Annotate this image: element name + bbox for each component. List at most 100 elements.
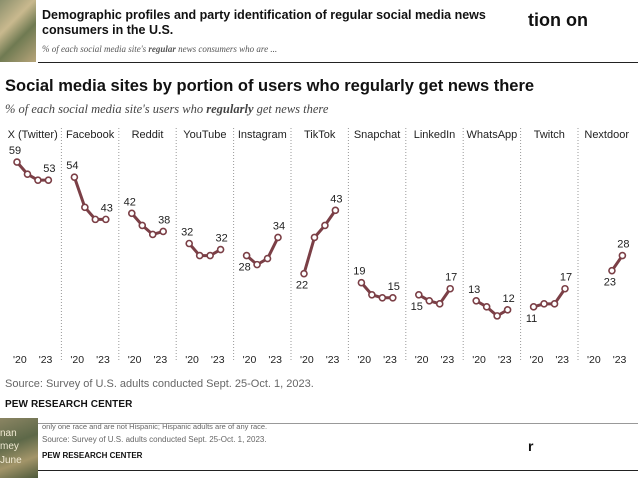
data-point: [102, 215, 110, 224]
data-label: 17: [560, 272, 572, 284]
data-point: [357, 278, 366, 287]
background-text: mey: [0, 441, 19, 452]
series-line: [130, 211, 165, 236]
data-label: 15: [411, 301, 423, 313]
data-label: 12: [502, 293, 514, 305]
data-label: 53: [43, 163, 55, 175]
data-label: 11: [526, 313, 537, 325]
x-tick-label: '20: [587, 354, 601, 366]
data-point: [503, 306, 512, 314]
data-label: 19: [353, 266, 365, 278]
data-point: [608, 266, 616, 275]
series-line: [417, 287, 452, 306]
data-point: [414, 290, 423, 299]
data-point: [242, 251, 251, 260]
x-tick-label: '23: [326, 354, 340, 366]
panel-label: Instagram: [238, 129, 287, 141]
overlay-title: Demographic profiles and party identific…: [42, 8, 486, 37]
series-line: [245, 235, 280, 267]
data-label: 32: [181, 227, 193, 239]
data-point: [216, 245, 225, 254]
background-title-fragment: tion on: [528, 10, 588, 30]
chart-title: Social media sites by portion of users w…: [5, 77, 535, 95]
x-tick-label: '23: [613, 354, 627, 366]
data-point: [446, 284, 455, 293]
background-text: nan: [0, 428, 17, 439]
data-label: 28: [617, 239, 629, 251]
overlay-credit: PEW RESEARCH CENTER: [42, 451, 143, 460]
data-label: 15: [388, 281, 400, 293]
data-point: [435, 300, 444, 308]
data-point: [185, 239, 193, 248]
panel-label: Snapchat: [354, 129, 400, 141]
data-point: [388, 293, 397, 302]
data-label: 17: [445, 272, 457, 284]
background-photo-bottom: [0, 418, 38, 478]
overlay-card-bottom: [38, 424, 528, 474]
panel-label: Nextdoor: [584, 129, 629, 141]
x-tick-label: '20: [357, 354, 371, 366]
data-point: [550, 300, 559, 308]
background-bottom-fragment: r: [528, 438, 534, 454]
overlay-note: only one race and are not Hispanic; Hisp…: [42, 422, 268, 431]
data-label: 28: [238, 262, 250, 274]
chart-subtitle: % of each social media site's users who …: [5, 102, 329, 116]
data-point: [482, 303, 491, 311]
x-tick-label: '23: [211, 354, 225, 366]
panel-label: X (Twitter): [8, 129, 58, 141]
data-point: [321, 221, 329, 230]
series-line: [302, 208, 337, 276]
data-point: [148, 230, 157, 239]
data-label: 54: [66, 160, 78, 172]
data-point: [378, 293, 387, 302]
series-line: [15, 160, 50, 182]
x-tick-label: '23: [383, 354, 397, 366]
data-label: 43: [330, 193, 342, 205]
data-label: 32: [215, 233, 227, 245]
data-point: [70, 173, 79, 181]
x-tick-label: '23: [498, 354, 512, 366]
x-tick-label: '20: [530, 354, 544, 366]
x-tick-label: '20: [415, 354, 429, 366]
background-photo: [0, 0, 36, 62]
data-point: [253, 260, 261, 269]
overlay-subtitle: % of each social media site's regular ne…: [42, 44, 278, 54]
credit: PEW RESEARCH CENTER: [5, 399, 133, 410]
panel-label: LinkedIn: [414, 129, 456, 141]
overlay-source: Source: Survey of U.S. adults conducted …: [42, 435, 267, 444]
data-label: 38: [158, 214, 170, 226]
series-line: [359, 281, 395, 300]
data-point: [263, 254, 272, 263]
data-point: [425, 297, 434, 305]
data-point: [91, 215, 100, 224]
data-point: [618, 251, 627, 260]
data-label: 42: [124, 196, 136, 208]
x-tick-label: '23: [96, 354, 110, 366]
data-point: [493, 312, 501, 320]
data-point: [368, 290, 376, 299]
data-point: [128, 209, 136, 218]
series-line: [187, 242, 223, 258]
small-multiples-chart: X (Twitter) '20 '23 59 53 Facebook '20 '23 54 43 R…: [8, 128, 630, 366]
series-line: [532, 287, 567, 309]
data-point: [195, 251, 204, 260]
data-point: [472, 297, 481, 305]
panel-label: Reddit: [132, 129, 164, 141]
data-point: [159, 227, 167, 236]
footer-divider: [38, 423, 638, 424]
data-label: 13: [468, 284, 480, 296]
data-point: [44, 176, 53, 184]
overlay-card-top: [38, 0, 528, 60]
data-point: [310, 233, 319, 242]
data-point: [331, 206, 340, 215]
data-point: [540, 300, 548, 308]
x-tick-label: '23: [441, 354, 455, 366]
panel-label: YouTube: [183, 129, 226, 141]
x-tick-label: '20: [243, 354, 257, 366]
data-point: [274, 233, 282, 242]
x-tick-label: '20: [13, 354, 27, 366]
panel-label: TikTok: [304, 129, 336, 141]
data-label: 43: [101, 202, 113, 214]
data-point: [23, 170, 32, 178]
x-tick-label: '20: [472, 354, 486, 366]
